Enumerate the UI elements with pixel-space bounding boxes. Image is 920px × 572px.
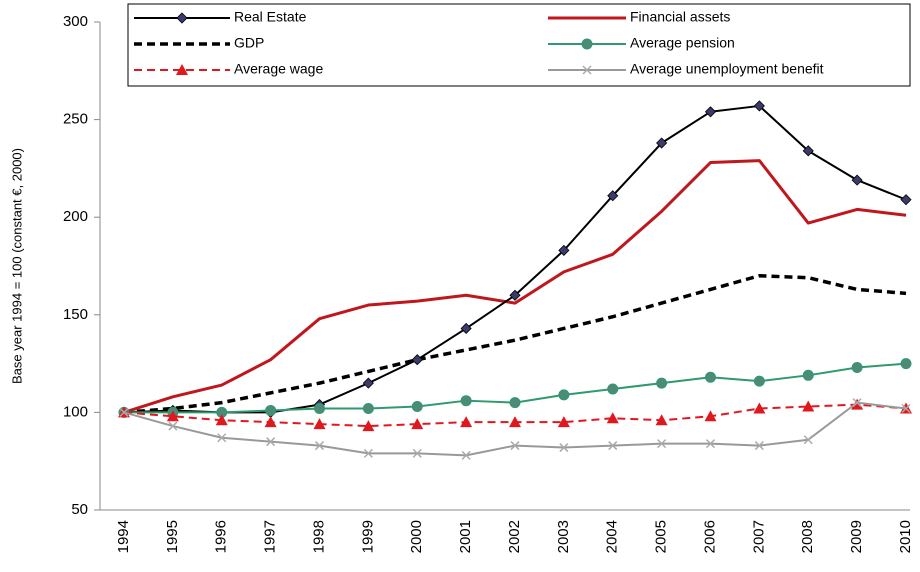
x-tick-label: 1999 (359, 520, 376, 553)
legend: Real Estate Financial assets GDP Average pe… (134, 9, 824, 77)
marker (119, 407, 129, 417)
marker (460, 322, 472, 335)
marker (582, 65, 592, 75)
marker (558, 389, 570, 401)
x-tick-label: 2005 (653, 520, 670, 553)
marker (362, 377, 374, 389)
x-tick-label: 2004 (604, 520, 621, 553)
marker (176, 64, 188, 75)
series-line (123, 274, 907, 415)
x-tick-label: 1995 (164, 520, 181, 553)
marker (607, 190, 619, 202)
marker (460, 395, 472, 407)
marker (753, 100, 765, 112)
marker (656, 377, 668, 389)
marker (754, 441, 764, 451)
x-tick-label: 2009 (848, 520, 865, 553)
marker (803, 435, 813, 445)
x-tick-label: 2000 (408, 520, 425, 553)
marker (851, 362, 863, 374)
marker (509, 289, 521, 301)
legend-label: Average wage (234, 61, 323, 77)
x-tick-label: 2010 (897, 520, 914, 553)
series-line (123, 401, 907, 457)
marker (412, 448, 422, 458)
marker (656, 137, 668, 149)
legend-label: Average pension (630, 35, 735, 51)
marker (363, 448, 373, 458)
marker (314, 402, 325, 414)
y-tick-label: 250 (63, 111, 88, 128)
marker (900, 194, 912, 206)
marker (509, 397, 521, 409)
y-axis-label: Base year 1994 = 100 (constant €, 2000) (9, 148, 24, 384)
legend-label: Average unemployment benefit (630, 61, 824, 77)
marker (704, 410, 717, 422)
x-tick-label: 1997 (262, 520, 279, 553)
y-tick-label: 300 (63, 13, 88, 30)
series-line (123, 159, 907, 414)
marker (900, 358, 912, 370)
marker (802, 400, 815, 412)
x-tick-label: 2003 (555, 520, 572, 553)
marker (314, 441, 325, 451)
marker (607, 383, 619, 395)
marker (606, 412, 619, 424)
marker (362, 402, 374, 414)
x-tick-label: 1996 (213, 520, 230, 553)
marker (753, 402, 766, 414)
legend-label: GDP (234, 35, 264, 51)
marker (509, 416, 521, 428)
marker (557, 416, 570, 428)
marker (753, 375, 765, 387)
marker (705, 439, 716, 449)
marker (655, 414, 668, 426)
marker (608, 441, 618, 451)
marker (559, 443, 569, 453)
marker (460, 416, 473, 428)
marker (851, 398, 864, 410)
y-tick-label: 200 (63, 208, 88, 225)
marker (168, 421, 178, 431)
legend-label: Real Estate (234, 9, 307, 25)
marker (265, 404, 277, 416)
marker (362, 420, 375, 432)
marker (704, 106, 717, 118)
marker (266, 437, 276, 447)
marker (264, 416, 277, 428)
marker (313, 418, 326, 430)
marker (901, 403, 911, 414)
legend-label: Financial assets (630, 9, 730, 25)
x-tick-label: 1998 (310, 520, 327, 553)
marker (802, 369, 814, 381)
marker (215, 414, 228, 426)
marker (802, 145, 814, 157)
x-tick-label: 2008 (799, 520, 816, 553)
marker (510, 441, 520, 451)
legend-box (127, 3, 911, 87)
marker (176, 12, 188, 24)
marker (581, 38, 593, 50)
y-tick-label: 150 (63, 306, 88, 323)
marker (851, 174, 863, 186)
marker (657, 439, 667, 449)
x-tick-label: 2007 (750, 520, 767, 553)
x-tick-label: 2002 (506, 520, 523, 553)
y-tick-label: 100 (63, 403, 88, 420)
marker (411, 401, 423, 413)
x-tick-label: 2001 (457, 520, 474, 553)
marker (852, 398, 862, 408)
series-line (123, 104, 907, 414)
marker (705, 371, 716, 383)
x-tick-label: 2006 (701, 520, 718, 553)
marker (411, 354, 423, 366)
x-tick-label: 1994 (115, 520, 132, 553)
marker (166, 410, 179, 422)
marker (411, 418, 424, 430)
marker (461, 450, 471, 460)
marker (558, 244, 570, 256)
marker (217, 433, 227, 443)
y-tick-label: 50 (71, 501, 88, 518)
